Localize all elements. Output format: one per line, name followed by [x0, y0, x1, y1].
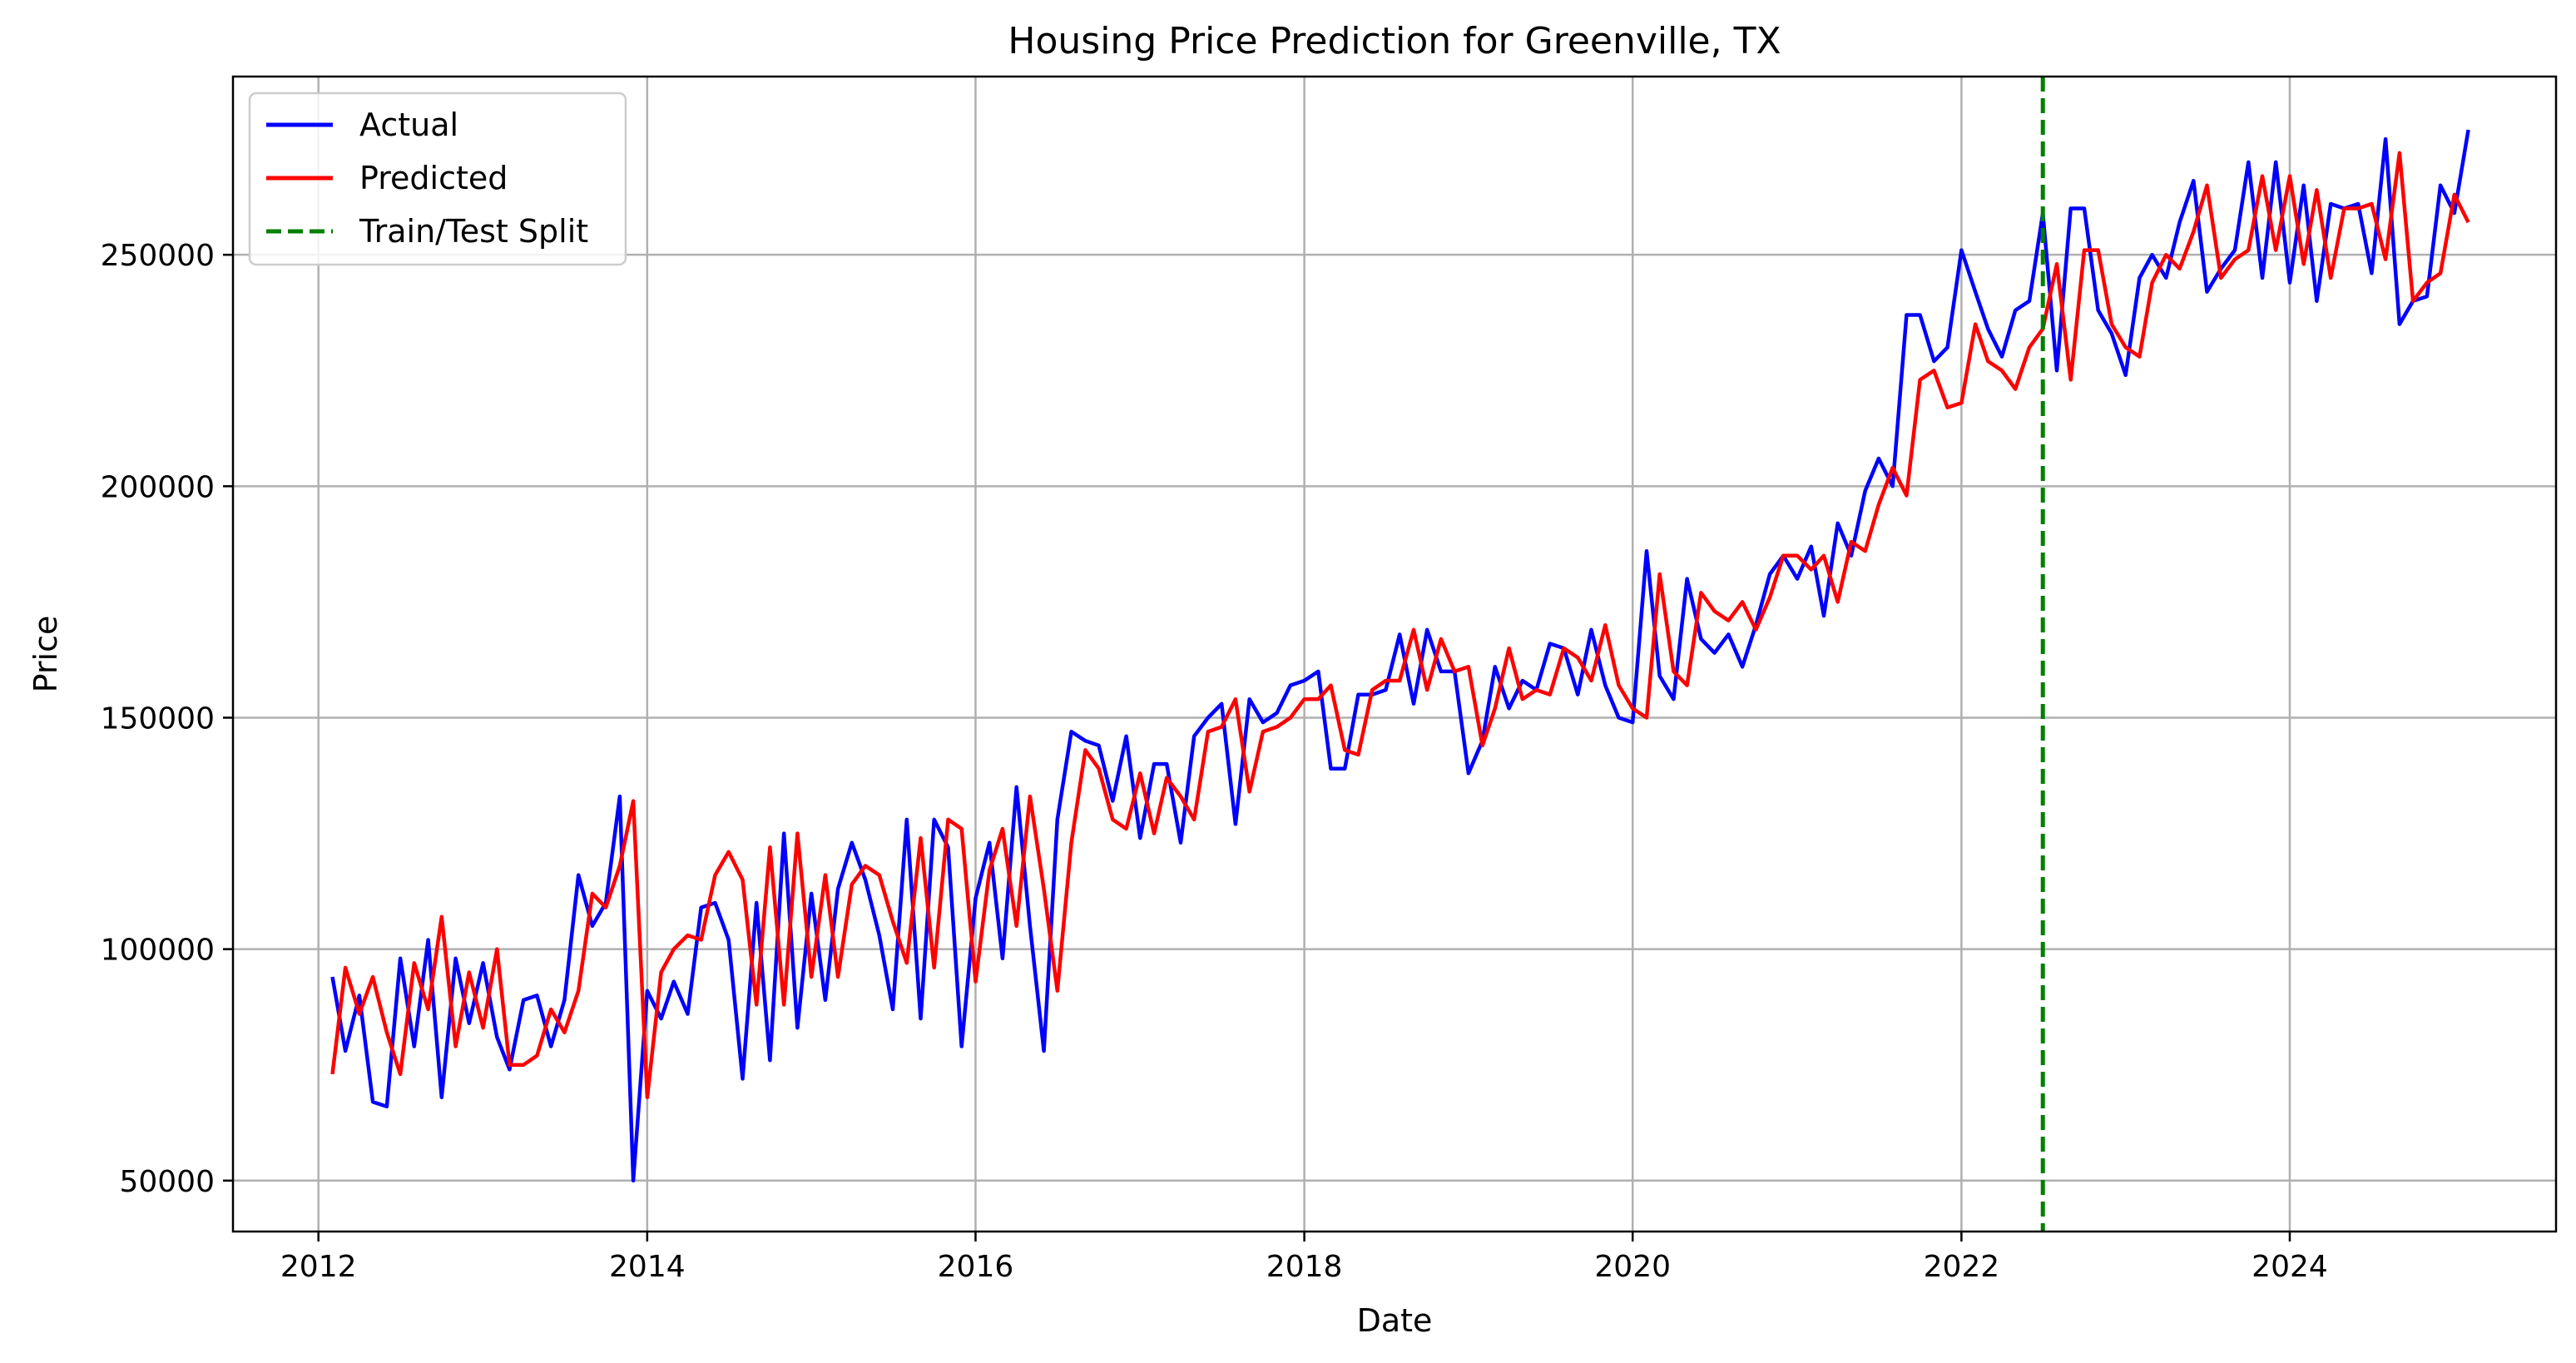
series-line-actual — [330, 129, 2470, 1183]
x-tick-label: 2020 — [1594, 1250, 1671, 1284]
legend-box — [248, 92, 627, 266]
legend-label: Predicted — [359, 160, 508, 196]
series-line-predicted — [330, 151, 2470, 1099]
legend: Actual Predicted Train/Test Split — [248, 92, 627, 266]
x-tick-label: 2014 — [609, 1250, 686, 1284]
grid-lines — [233, 77, 2556, 1232]
y-tick-label: 200000 — [101, 470, 215, 504]
y-axis-label: Price — [27, 616, 64, 693]
chart-title: Housing Price Prediction for Greenville,… — [1008, 20, 1781, 62]
x-tick-label: 2022 — [1924, 1250, 2000, 1284]
plot-frame — [231, 75, 2558, 1233]
y-tick-label: 250000 — [101, 239, 215, 273]
legend-label: Actual — [359, 107, 458, 143]
y-tick-label: 150000 — [101, 701, 215, 736]
x-tick-label: 2016 — [938, 1250, 1014, 1284]
series-layer — [330, 129, 2470, 1183]
x-tick-label: 2018 — [1266, 1250, 1343, 1284]
legend-label: Train/Test Split — [359, 213, 588, 250]
x-axis-label: Date — [1357, 1302, 1433, 1339]
axis-ticks: 2012 2014 2016 2018 2020 2022 2024 50000 100000 1… — [101, 239, 2328, 1284]
y-tick-label: 100000 — [101, 934, 215, 968]
x-tick-label: 2012 — [280, 1250, 357, 1284]
x-tick-label: 2024 — [2252, 1250, 2328, 1284]
y-tick-label: 50000 — [119, 1165, 215, 1199]
